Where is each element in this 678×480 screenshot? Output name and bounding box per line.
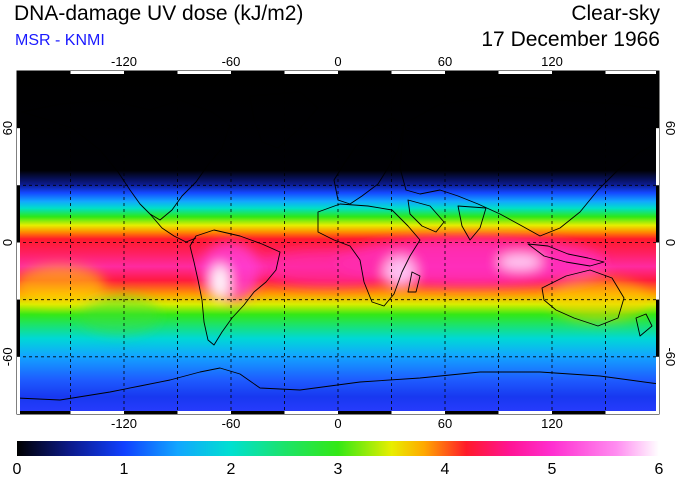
- latitude-tick-label: 0: [663, 239, 678, 246]
- frame-tick-bottom: [177, 411, 231, 414]
- date-label: 17 December 1966: [481, 28, 660, 51]
- longitude-tick-label: -60: [222, 54, 241, 69]
- frame-tick-left: [17, 71, 20, 129]
- colorbar-tick-label: 2: [227, 461, 236, 478]
- longitude-tick-label: 120: [541, 416, 563, 431]
- frame-tick-right: [656, 299, 659, 357]
- longitude-tick-label: 0: [334, 416, 341, 431]
- frame-tick-bottom: [605, 411, 659, 414]
- frame-tick-top: [391, 71, 445, 74]
- latitude-tick-label: -60: [663, 347, 678, 366]
- frame-tick-bottom: [552, 411, 606, 414]
- frame-tick-top: [338, 71, 392, 74]
- chart-title: DNA-damage UV dose (kJ/m2): [14, 2, 304, 25]
- high-dose-patch-south-america: [200, 242, 260, 302]
- frame-tick-left: [17, 185, 20, 243]
- frame-tick-bottom: [70, 411, 124, 414]
- high-dose-patch-atlantic: [260, 250, 400, 286]
- latitude-tick-label: -60: [0, 347, 15, 366]
- frame-tick-top: [231, 71, 285, 74]
- coastline-madagascar: [407, 271, 421, 293]
- latitude-tick-labels-right: 60 0 -60: [663, 121, 678, 366]
- colorbar-labels: 0 1 2 3 4 5 6: [13, 461, 664, 478]
- longitude-tick-label: -120: [111, 54, 137, 69]
- colorbar-tick-label: 4: [441, 461, 450, 478]
- coastline-arabia: [407, 199, 445, 233]
- frame-tick-left: [17, 356, 20, 414]
- peak-dose-patch-indian-ocean: [498, 254, 542, 270]
- colorbar-tick-label: 6: [655, 461, 664, 478]
- frame-tick-bottom: [284, 411, 338, 414]
- frame-tick-right: [656, 71, 659, 129]
- frame-tick-bottom: [498, 411, 552, 414]
- latitude-tick-label: 60: [663, 121, 678, 135]
- colorbar-tick-label: 3: [334, 461, 343, 478]
- coastlines: [17, 91, 659, 401]
- coastline-africa: [317, 203, 421, 307]
- frame-tick-right: [656, 185, 659, 243]
- longitude-tick-labels-bottom: -120 -60 0 60 120: [111, 416, 563, 431]
- colorbar-tick-label: 0: [13, 461, 22, 478]
- latitude-tick-labels-left: 60 0 -60: [0, 121, 15, 366]
- frame-tick-top: [17, 71, 71, 74]
- moderate-dose-patch-south-pacific: [80, 295, 160, 335]
- coastline-central-america: [149, 213, 197, 243]
- longitude-tick-label: 60: [438, 416, 452, 431]
- frame-tick-right: [656, 242, 659, 300]
- frame-tick-bottom: [391, 411, 445, 414]
- coastline-south-america: [189, 229, 281, 346]
- frame-tick-top: [605, 71, 659, 74]
- coastline-antarctica: [17, 367, 659, 401]
- longitude-tick-labels-top: -120 -60 0 60 120: [111, 54, 563, 69]
- peak-dose-patch-southern-africa: [384, 256, 416, 288]
- frame-tick-top: [552, 71, 606, 74]
- frame-tick-bottom: [231, 411, 285, 414]
- longitude-tick-label: -60: [222, 416, 241, 431]
- latitude-tick-label: 0: [0, 239, 15, 246]
- sky-condition: Clear-sky: [571, 2, 660, 25]
- frame-tick-right: [656, 356, 659, 414]
- longitude-tick-label: 0: [334, 54, 341, 69]
- frame-checker: [17, 71, 659, 414]
- coastline-greenland: [249, 91, 319, 149]
- longitude-tick-label: -120: [111, 416, 137, 431]
- frame-tick-left: [17, 242, 20, 300]
- uv-field-patches: [17, 238, 650, 335]
- latitude-tick-label: 60: [0, 121, 15, 135]
- frame-tick-top: [177, 71, 231, 74]
- frame-tick-bottom: [17, 411, 71, 414]
- frame-tick-left: [17, 299, 20, 357]
- coastline-north-america: [21, 99, 231, 221]
- frame-tick-top: [445, 71, 499, 74]
- colorbar: 0 1 2 3 4 5 6: [13, 441, 664, 478]
- frame-tick-top: [498, 71, 552, 74]
- frame-tick-top: [284, 71, 338, 74]
- frame-tick-bottom: [338, 411, 392, 414]
- colorbar-tick-label: 1: [120, 461, 129, 478]
- source-credit: MSR - KNMI: [15, 32, 105, 49]
- coastline-india: [457, 205, 487, 241]
- longitude-tick-label: 60: [438, 54, 452, 69]
- map-panel: -120 -60 0 60 120 -120 -60 0 60 120 60 0 -60 60 0 -6…: [0, 54, 678, 431]
- frame-tick-bottom: [445, 411, 499, 414]
- frame-tick-left: [17, 128, 20, 186]
- coastline-indonesia: [527, 243, 605, 267]
- colorbar-tick-label: 5: [548, 461, 557, 478]
- moderate-dose-patch-pacific: [17, 265, 105, 305]
- frame-tick-top: [124, 71, 178, 74]
- frame-tick-top: [70, 71, 124, 74]
- coastline-asia: [399, 95, 659, 237]
- frame-tick-right: [656, 128, 659, 186]
- colorbar-ramp: [17, 441, 659, 456]
- graticule: [17, 71, 659, 414]
- frame-tick-bottom: [124, 411, 178, 414]
- longitude-tick-label: 120: [541, 54, 563, 69]
- coastline-new-zealand: [635, 313, 653, 337]
- peak-dose-patch-andes: [210, 264, 230, 300]
